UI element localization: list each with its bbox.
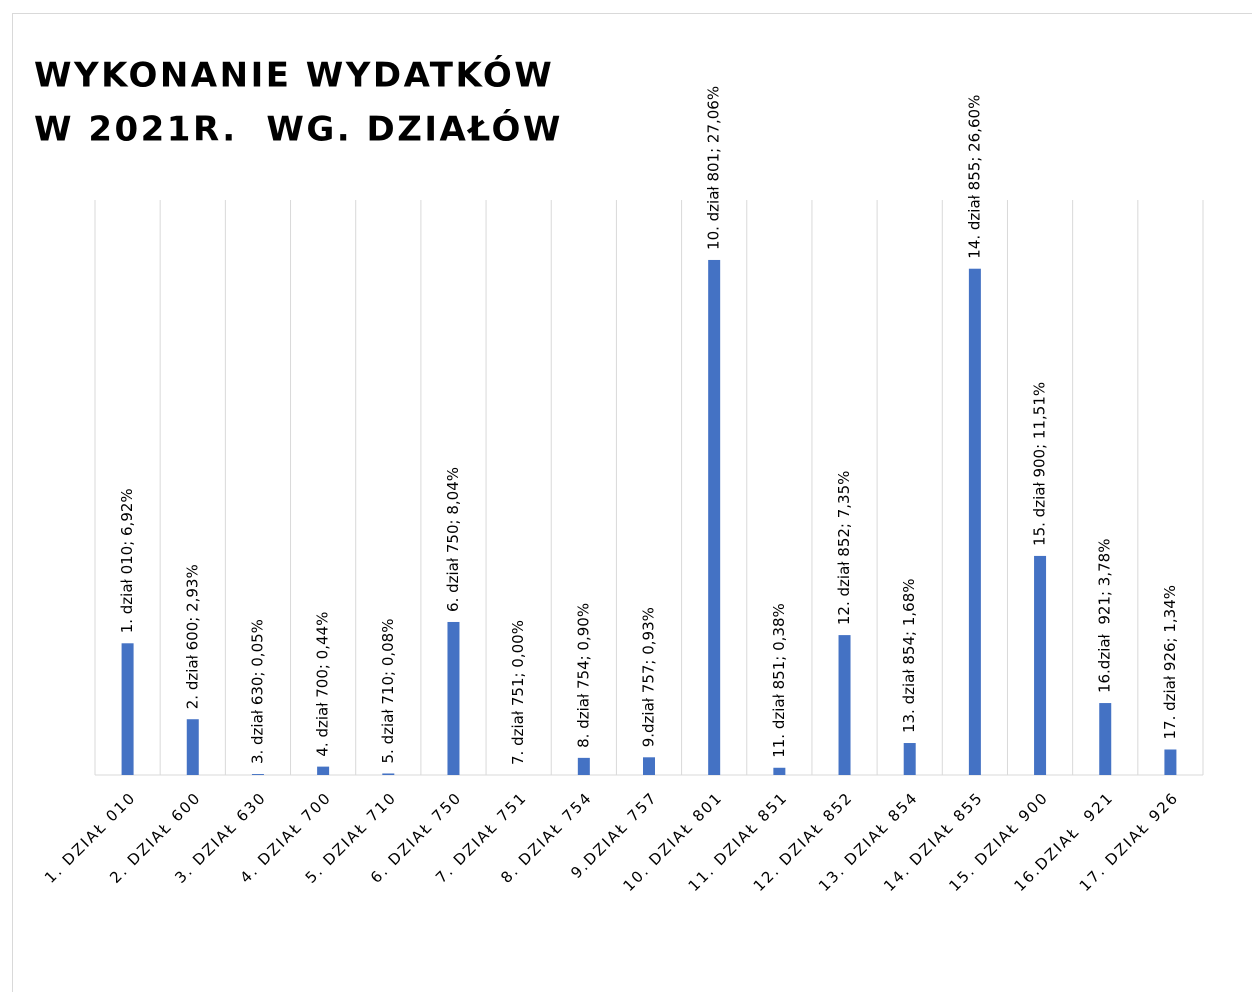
bar: [447, 621, 460, 775]
data-label: 1. dział 010; 6,92%: [118, 488, 136, 633]
bar: [838, 635, 851, 775]
data-label: 4. dział 700; 0,44%: [314, 612, 332, 757]
data-label: 9.dział 757; 0,93%: [640, 607, 658, 747]
bar: [1164, 749, 1177, 775]
chart-title: WYKONANIE WYDATKÓW: [34, 55, 554, 96]
data-label: 7. dział 751; 0,00%: [509, 620, 527, 765]
bar: [708, 259, 721, 775]
data-label: 14. dział 855; 26,60%: [965, 95, 983, 259]
chart-title: W 2021R. WG. DZIAŁÓW: [34, 109, 563, 150]
bar: [903, 743, 916, 775]
bar: [773, 767, 786, 775]
bar: [1099, 703, 1112, 775]
data-label: 16.dział 921; 3,78%: [1096, 539, 1114, 694]
data-label: 17. dział 926; 1,34%: [1161, 585, 1179, 740]
data-label: 5. dział 710; 0,08%: [379, 619, 397, 764]
data-label: 11. dział 851; 0,38%: [770, 603, 788, 758]
chart-frame: [12, 13, 1252, 992]
data-label: 2. dział 600; 2,93%: [183, 564, 201, 709]
bar: [1034, 555, 1047, 775]
bar: [968, 268, 981, 775]
bar: [577, 757, 590, 775]
data-label: 10. dział 801; 27,06%: [705, 86, 723, 250]
bar: [121, 643, 134, 775]
bar: [251, 774, 264, 775]
data-label: 15. dział 900; 11,51%: [1031, 382, 1049, 546]
bar: [382, 773, 395, 775]
data-label: 12. dział 852; 7,35%: [835, 471, 853, 626]
data-label: 6. dział 750; 8,04%: [444, 467, 462, 612]
data-label: 13. dział 854; 1,68%: [900, 579, 918, 734]
data-label: 3. dział 630; 0,05%: [248, 619, 266, 764]
bar: [317, 766, 330, 775]
data-label: 8. dział 754; 0,90%: [574, 603, 592, 748]
bar: [643, 757, 655, 775]
bar: [186, 719, 199, 775]
